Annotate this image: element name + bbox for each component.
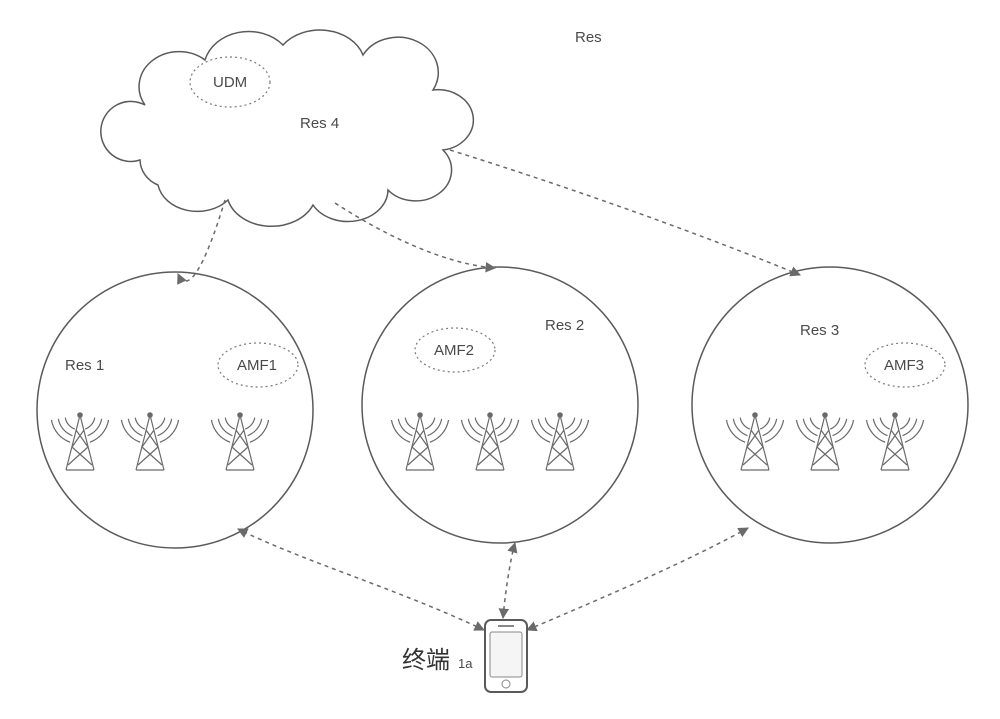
edge-cloud-region3 <box>450 150 800 275</box>
region-3-label: Res 3 <box>800 322 839 339</box>
amf1-label: AMF1 <box>237 357 277 374</box>
terminal-id-label: 1a <box>458 656 473 671</box>
tower-icon <box>531 413 588 470</box>
udm-label: UDM <box>213 74 247 91</box>
tower-icon <box>726 413 783 470</box>
region-1-circle <box>37 272 313 548</box>
region-2: Res 2 AMF2 <box>362 267 638 543</box>
tower-icon <box>461 413 518 470</box>
tower-icon <box>211 413 268 470</box>
region-3-circle <box>692 267 968 543</box>
region-1-label: Res 1 <box>65 357 104 374</box>
edge-cloud-region1 <box>178 200 225 281</box>
tower-icon <box>796 413 853 470</box>
region-2-circle <box>362 267 638 543</box>
edge-phone-region2 <box>503 543 515 618</box>
edge-phone-region1 <box>238 529 484 630</box>
terminal-phone <box>485 620 527 692</box>
edges-group <box>178 150 800 630</box>
region-1: Res 1 AMF1 <box>37 272 313 548</box>
tower-icon <box>121 413 178 470</box>
cloud-label: Res 4 <box>300 115 339 132</box>
edge-cloud-region2 <box>335 203 495 268</box>
towers-group <box>51 413 923 470</box>
tower-icon <box>866 413 923 470</box>
region-2-label: Res 2 <box>545 317 584 334</box>
amf2-label: AMF2 <box>434 342 474 359</box>
edge-phone-region3 <box>527 528 748 630</box>
tower-icon <box>51 413 108 470</box>
cloud-outline <box>101 30 474 226</box>
region-3: Res 3 AMF3 <box>692 267 968 543</box>
cloud-core-network: UDM Res 4 <box>101 30 474 226</box>
phone-screen-icon <box>490 632 522 677</box>
terminal-cn-label: 终端 <box>402 647 450 674</box>
res-top-label: Res <box>575 29 602 46</box>
amf3-label: AMF3 <box>884 357 924 374</box>
tower-icon <box>391 413 448 470</box>
